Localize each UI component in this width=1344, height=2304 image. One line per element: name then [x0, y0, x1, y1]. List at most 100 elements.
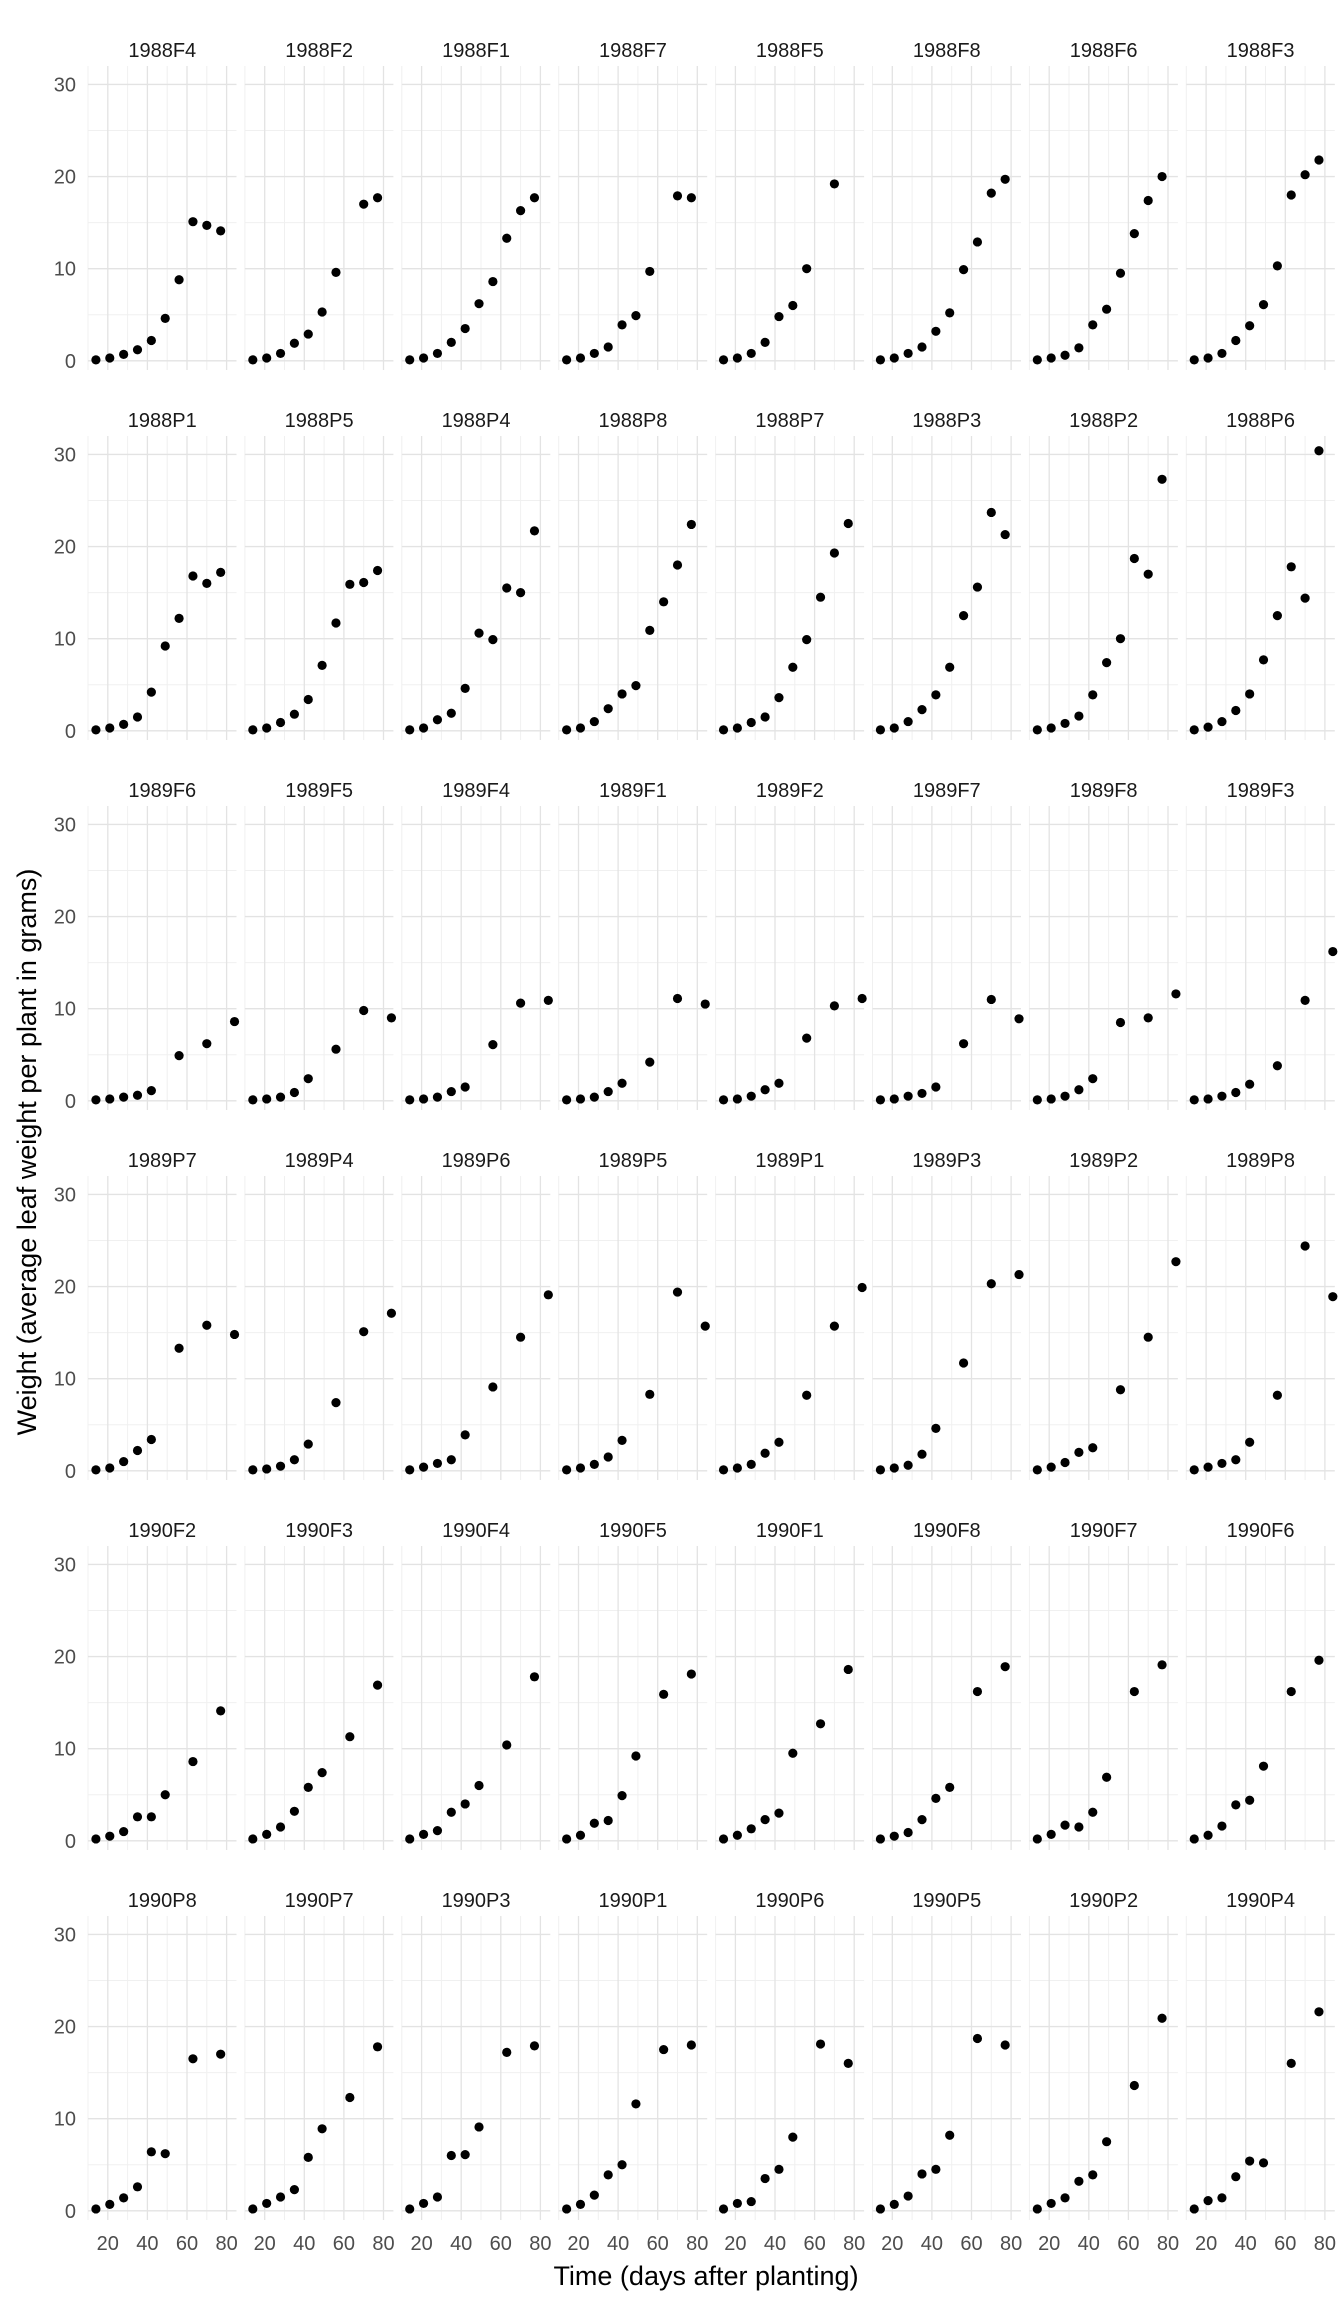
panel-points	[562, 2040, 696, 2214]
x-tick-label: 80	[1000, 2233, 1022, 2255]
data-point	[1000, 174, 1010, 184]
data-point	[460, 1799, 470, 1809]
panel-points	[875, 174, 1010, 365]
panel-grid	[87, 1546, 237, 1850]
panel-points	[1189, 1241, 1338, 1475]
data-point	[562, 2204, 572, 2214]
data-point	[1272, 611, 1282, 621]
x-tick-label: 60	[490, 2233, 512, 2255]
panel-title: 1990P4	[1226, 1890, 1295, 1912]
data-point	[132, 1812, 143, 1822]
panel-points	[875, 1662, 1010, 1844]
data-point	[1129, 553, 1139, 564]
data-point	[1286, 190, 1296, 200]
data-point	[1115, 1385, 1126, 1395]
data-point	[631, 311, 641, 321]
data-point	[1258, 1761, 1269, 1771]
panel-1989F2: 1989F2	[715, 780, 867, 1110]
data-point	[732, 1094, 742, 1104]
data-point	[248, 355, 258, 365]
data-point	[1231, 1087, 1241, 1098]
data-point	[1046, 2198, 1056, 2209]
panel-1990P4: 1990P4	[1185, 1890, 1335, 2220]
panel-points	[248, 565, 383, 735]
y-tick-label: 10	[54, 1369, 76, 1391]
data-point	[1060, 350, 1070, 360]
data-point	[188, 571, 198, 581]
data-point	[331, 1398, 341, 1408]
panel-points	[405, 2041, 540, 2214]
panel-1989F5: 1989F5	[244, 780, 397, 1110]
panel-grid	[1028, 1176, 1178, 1480]
data-point	[631, 1751, 641, 1761]
panel-grid	[1185, 436, 1335, 740]
x-tick-label: 20	[1038, 2233, 1060, 2255]
data-point	[1231, 1455, 1241, 1465]
data-point	[446, 708, 456, 718]
data-point	[815, 2039, 826, 2049]
data-point	[686, 519, 696, 530]
data-point	[262, 723, 272, 733]
data-point	[815, 1719, 826, 1729]
panel-grid	[558, 1176, 708, 1480]
data-point	[160, 313, 170, 324]
data-point	[903, 1827, 913, 1838]
data-point	[418, 353, 429, 363]
data-point	[1143, 1013, 1153, 1023]
panel-points	[875, 1269, 1024, 1475]
data-point	[188, 2054, 198, 2064]
data-point	[903, 1460, 913, 1470]
panel-grid	[401, 436, 551, 740]
data-point	[216, 226, 226, 236]
data-point	[1217, 348, 1227, 359]
data-point	[986, 994, 996, 1005]
panel-grid	[872, 806, 1021, 1110]
panel-1989P7: 1989P7	[87, 1150, 240, 1480]
data-point	[1088, 1443, 1098, 1453]
data-point	[774, 693, 784, 703]
x-tick-label: 40	[921, 2233, 943, 2255]
data-point	[788, 300, 798, 311]
data-point	[1074, 1447, 1084, 1457]
panel-1990P6: 1990P6	[715, 1890, 865, 2220]
panel-1988P8: 1988P8	[558, 410, 708, 740]
panel-points	[405, 526, 540, 735]
data-point	[732, 353, 742, 363]
y-tick-label: 10	[54, 629, 76, 651]
data-point	[1115, 634, 1126, 644]
panel-grid	[87, 806, 237, 1110]
y-tick-label: 30	[54, 444, 76, 466]
data-point	[405, 1834, 415, 1844]
panel-grid	[1185, 1916, 1335, 2220]
data-point	[160, 2149, 170, 2159]
data-point	[502, 233, 512, 243]
data-point	[718, 2204, 729, 2214]
data-point	[1115, 1017, 1126, 1028]
panel-points	[718, 179, 840, 365]
data-point	[589, 716, 599, 727]
x-tick-label: 40	[1078, 2233, 1100, 2255]
data-point	[275, 717, 286, 728]
panel-1989F4: 1989F4	[401, 780, 553, 1110]
panel-points	[1189, 155, 1324, 365]
data-point	[732, 723, 742, 733]
panel-1989P6: 1989P6	[401, 1150, 553, 1480]
data-point	[91, 2204, 101, 2214]
data-point	[432, 2192, 443, 2202]
data-point	[105, 2199, 115, 2209]
data-point	[446, 1455, 456, 1465]
panel-title: 1990F3	[285, 1520, 353, 1542]
data-point	[446, 1086, 456, 1097]
panel-points	[562, 191, 696, 365]
data-point	[372, 1680, 383, 1690]
panel-title: 1988F5	[756, 40, 824, 62]
data-point	[1171, 1257, 1181, 1267]
panel-grid	[715, 66, 865, 370]
data-point	[1032, 2204, 1042, 2214]
panel-title: 1989F1	[599, 780, 667, 802]
data-point	[986, 1279, 996, 1289]
data-point	[1328, 1292, 1338, 1302]
data-point	[1074, 2176, 1084, 2186]
data-point	[857, 1282, 867, 1293]
data-point	[1046, 1094, 1056, 1104]
